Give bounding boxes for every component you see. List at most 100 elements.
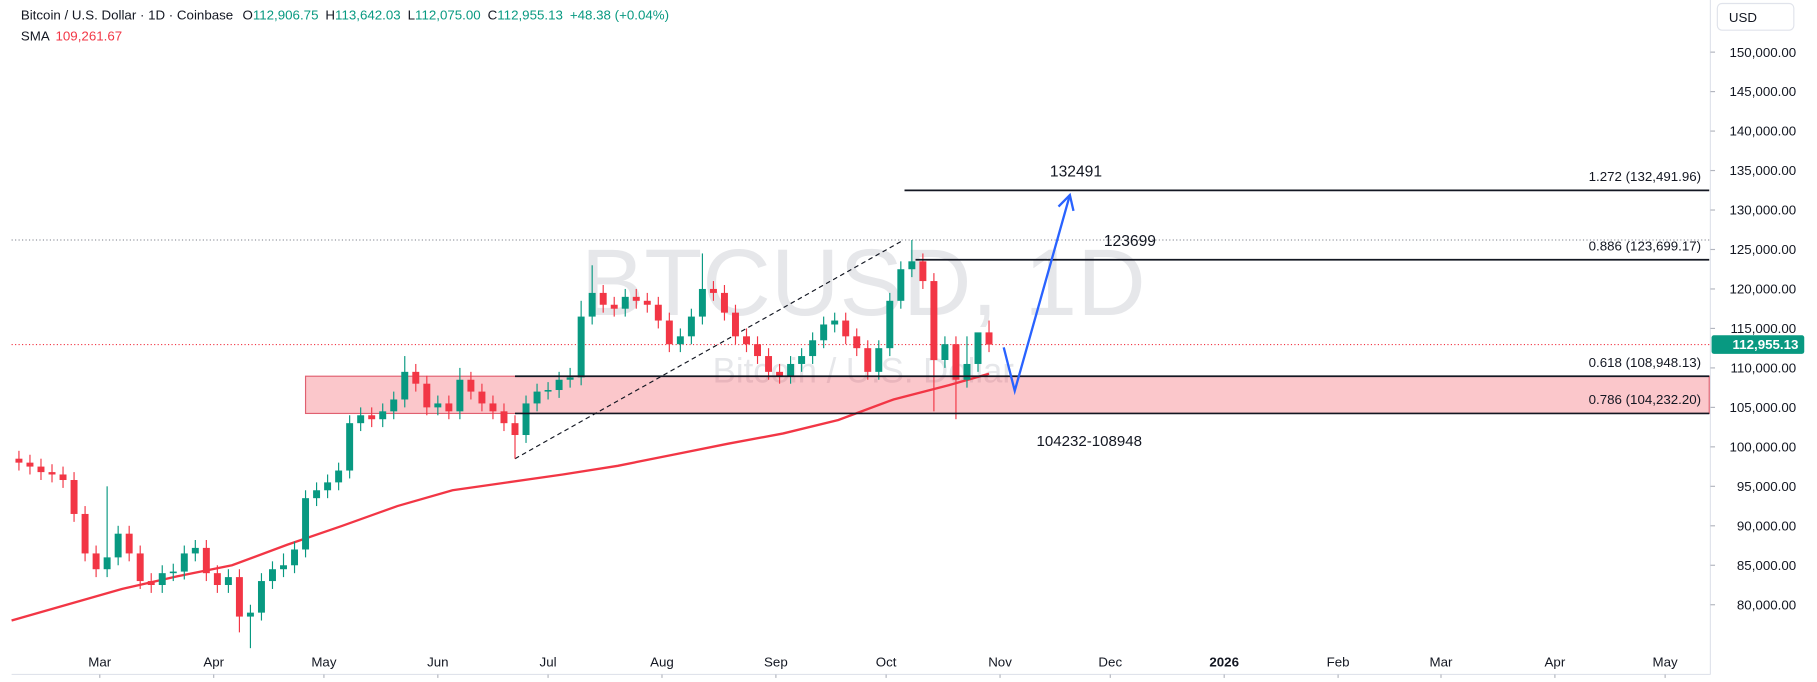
candle-body (191, 547, 199, 554)
candle-body (70, 480, 78, 514)
candle-body (864, 348, 872, 372)
y-tick-label: 90,000.00 (1737, 518, 1796, 533)
candle-body (809, 340, 817, 357)
candle-body (952, 344, 960, 380)
x-tick-label: Mar (88, 654, 111, 669)
sma-legend: SMA 109,261.67 (21, 29, 122, 44)
candle-body (291, 549, 299, 566)
candle-body (930, 281, 938, 361)
candle-body (632, 296, 640, 301)
candle-body (114, 533, 122, 558)
candle-body (566, 377, 574, 380)
candle-body (610, 304, 618, 309)
candle-body (743, 336, 750, 345)
candle-body (963, 363, 971, 380)
x-tick-label: May (1653, 654, 1678, 669)
y-tick-label: 80,000.00 (1737, 597, 1796, 612)
candle-body (941, 344, 949, 361)
x-tick-label: Feb (1327, 654, 1350, 669)
candle-body (26, 462, 34, 467)
candle-body (379, 411, 387, 420)
candle-body (831, 320, 839, 325)
sma-name: SMA (21, 29, 50, 44)
target-label: 123699 (1104, 233, 1156, 250)
x-tick-label: Sep (764, 654, 788, 669)
x-tick-label: Jun (427, 654, 448, 669)
candle-body (456, 379, 464, 412)
candle-body (235, 577, 243, 617)
candle-body (335, 470, 343, 483)
candle-body (213, 573, 221, 586)
y-tick-label: 105,000.00 (1730, 400, 1797, 415)
candle-body (202, 547, 210, 574)
candle-body (798, 356, 806, 364)
watermark: BTCUSD, 1D Bitcoin / U.S. Dollar (581, 230, 1146, 390)
candle-body (676, 336, 684, 345)
candle-body (776, 371, 784, 376)
candle-body (478, 391, 486, 404)
candle-body (15, 458, 23, 463)
x-tick-label: Apr (203, 654, 224, 669)
candle-body (555, 379, 563, 391)
candle-body (875, 348, 883, 372)
candle-body (820, 324, 828, 341)
candle-body (577, 316, 585, 378)
y-tick-label: 115,000.00 (1731, 321, 1797, 336)
trend-line (514, 241, 902, 460)
x-tick-label: Dec (1098, 654, 1122, 669)
symbol: Bitcoin / U.S. Dollar · 1D · Coinbase (21, 8, 233, 23)
header-line: Bitcoin / U.S. Dollar · 1D · Coinbase O11… (21, 8, 669, 23)
last-price-badge (1711, 335, 1805, 354)
arrow-head (1057, 192, 1075, 212)
candle-body (687, 316, 695, 337)
candle-body (467, 379, 475, 392)
candle-body (621, 296, 629, 309)
candle-body (412, 371, 420, 384)
projection-arrow (1002, 194, 1071, 396)
x-tick-label: Mar (1430, 654, 1453, 669)
currency-label[interactable]: USD (1729, 10, 1757, 25)
candle-body (754, 344, 761, 357)
candle-body (269, 569, 276, 582)
candle-body (974, 332, 982, 364)
candle-body (522, 403, 530, 436)
candle-body (59, 474, 67, 481)
candle-body (180, 553, 188, 572)
currency-button[interactable] (1716, 2, 1795, 31)
candle-body (434, 403, 442, 408)
candle-body (81, 513, 89, 554)
candle-body (224, 577, 232, 586)
x-tick-label: Jul (540, 654, 557, 669)
candle-body (698, 288, 706, 317)
candle-body (853, 336, 861, 349)
y-tick-label: 145,000.00 (1730, 84, 1797, 99)
candle-body (136, 553, 144, 582)
candle-body (368, 415, 376, 420)
y-tick-label: 110,000.00 (1731, 361, 1797, 376)
candle-body (908, 261, 916, 270)
candle-body (169, 571, 177, 574)
candle-body (544, 390, 552, 392)
y-tick-label: 95,000.00 (1737, 479, 1796, 494)
candle-body (533, 391, 541, 404)
candle-body (246, 612, 254, 617)
ohlc-value: 113,642.03 (335, 8, 401, 23)
candle-body (313, 490, 321, 499)
candle-body (897, 269, 905, 301)
candle-body (423, 383, 431, 408)
candle-body (390, 399, 398, 412)
y-tick-label: 135,000.00 (1730, 163, 1797, 178)
y-tick-label: 85,000.00 (1737, 558, 1796, 573)
candle-body (654, 304, 662, 321)
candle-body (709, 288, 717, 293)
candle-body (643, 300, 651, 305)
candle-body (787, 363, 795, 376)
fib-label: 0.886 (123,699.17) (1589, 238, 1702, 253)
candle-body (731, 312, 739, 337)
candle-body (103, 557, 111, 570)
x-tick-label: 2026 (1209, 654, 1239, 669)
ohlc-value: 112,906.75 (253, 8, 319, 23)
candle-body (588, 292, 596, 317)
ohlc-key: L (408, 8, 415, 23)
